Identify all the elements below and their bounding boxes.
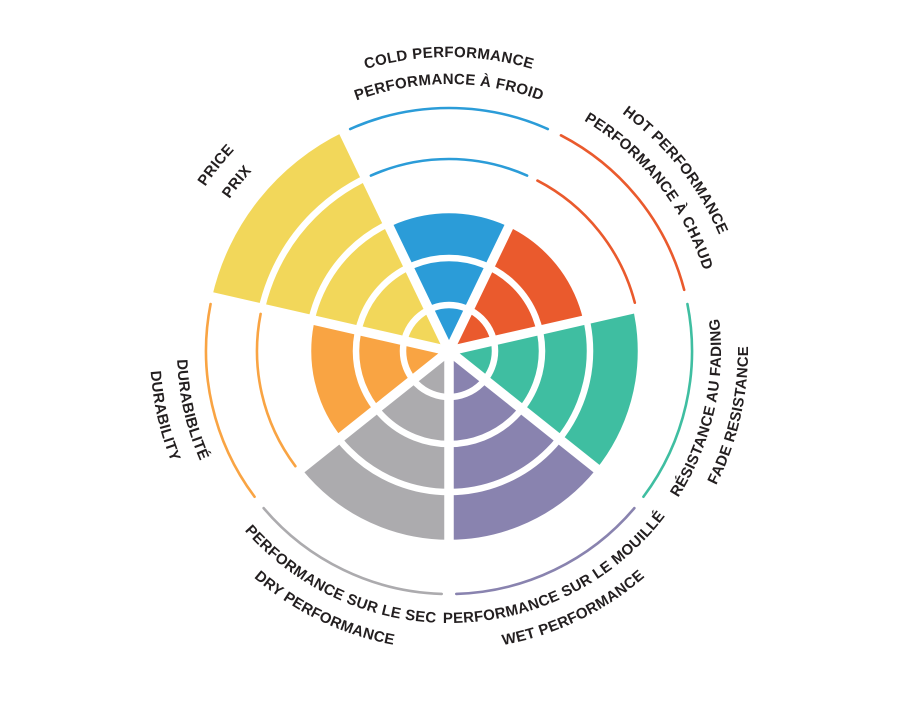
- sector-dry-scale-arc-level-5: [262, 506, 444, 596]
- sector-cold-wedge: [387, 209, 511, 351]
- sector-separator: [446, 347, 653, 515]
- sector-price-label-fr: PRIX: [219, 162, 255, 201]
- sector-cold-scale-arc-level-5: [348, 106, 550, 131]
- sector-separator: [245, 347, 452, 515]
- sector-hot-scale-arc-level-4: [536, 179, 637, 304]
- sector-fade-scale-arc-level-5: [642, 302, 694, 499]
- sector-durability-scale-arc-level-5: [204, 302, 256, 499]
- sector-hot-scale-arc-level-5: [559, 134, 686, 292]
- sector-durability-wedge: [308, 319, 449, 439]
- sector-separator: [447, 289, 700, 356]
- sector-dry-wedge: [298, 351, 449, 543]
- sector-separator: [198, 289, 451, 356]
- sector-separator: [333, 118, 454, 354]
- sector-durability-scale-arc-level-4: [255, 312, 297, 468]
- sector-separator: [444, 118, 565, 354]
- sector-cold-scale-arc-level-4: [369, 157, 529, 177]
- sector-wet-wedge: [449, 351, 600, 543]
- sector-cold-label-fr: PERFORMANCE À FROID: [352, 71, 546, 104]
- sector-price-wedge: [212, 132, 449, 351]
- sector-cold-label-en: COLD PERFORMANCE: [362, 44, 536, 73]
- sector-wet-scale-arc-level-5: [454, 506, 636, 596]
